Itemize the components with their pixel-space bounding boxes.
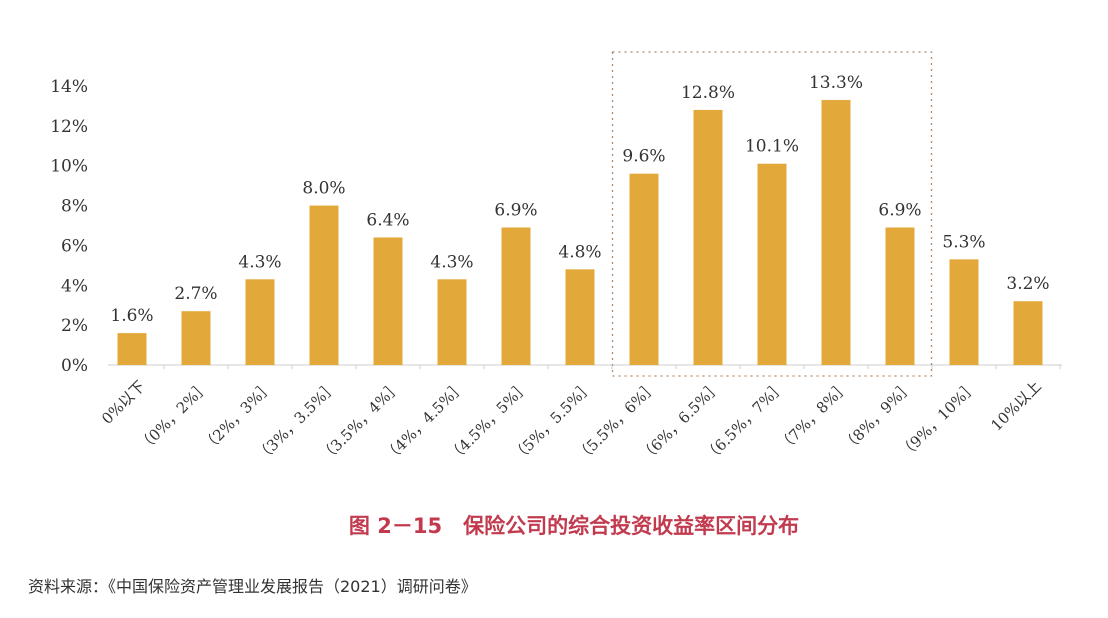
bar <box>565 269 595 365</box>
bar <box>437 279 467 365</box>
data-label: 13.3% <box>809 73 863 93</box>
data-label: 5.3% <box>942 232 985 252</box>
bar <box>629 173 659 365</box>
bar <box>501 227 531 365</box>
data-label: 3.2% <box>1006 274 1049 294</box>
data-label: 9.6% <box>622 147 665 167</box>
x-tick-label: 10%以上 <box>987 377 1045 435</box>
bar <box>885 227 915 365</box>
data-label: 1.6% <box>110 306 153 326</box>
bar <box>757 163 787 365</box>
bar <box>821 99 851 365</box>
y-tick-label: 2% <box>61 316 88 336</box>
y-tick-label: 4% <box>61 276 88 296</box>
bar <box>309 205 339 365</box>
data-label: 12.8% <box>681 83 735 103</box>
data-label: 4.3% <box>238 252 281 272</box>
bar <box>245 279 275 365</box>
y-tick-label: 14% <box>50 77 88 97</box>
x-tick-label: 0%以下 <box>98 377 149 428</box>
y-tick-label: 12% <box>50 117 88 137</box>
highlight-box <box>611 51 933 377</box>
data-label: 8.0% <box>302 179 345 199</box>
bar <box>181 311 211 365</box>
bar <box>693 109 723 366</box>
bar <box>117 333 147 365</box>
data-label: 6.9% <box>878 200 921 220</box>
data-label: 6.9% <box>494 200 537 220</box>
data-label: 6.4% <box>366 210 409 230</box>
bar <box>373 237 403 365</box>
y-tick-label: 10% <box>50 157 88 177</box>
y-tick-label: 8% <box>61 197 88 217</box>
bar-chart: 0%2%4%6%8%10%12%14%1.6%0%以下2.7%（0%，2%］4.… <box>50 51 1062 465</box>
data-label: 4.8% <box>558 242 601 262</box>
y-tick-label: 6% <box>61 236 88 256</box>
y-tick-label: 0% <box>61 356 88 376</box>
data-label: 4.3% <box>430 252 473 272</box>
data-label: 2.7% <box>174 284 217 304</box>
bar <box>949 259 979 365</box>
chart-title: 图 2－15 保险公司的综合投资收益率区间分布 <box>348 514 800 538</box>
chart-source: 资料来源：《中国保险资产管理业发展报告（2021）调研问卷》 <box>28 577 477 596</box>
bar <box>1013 301 1043 365</box>
data-label: 10.1% <box>745 137 799 157</box>
